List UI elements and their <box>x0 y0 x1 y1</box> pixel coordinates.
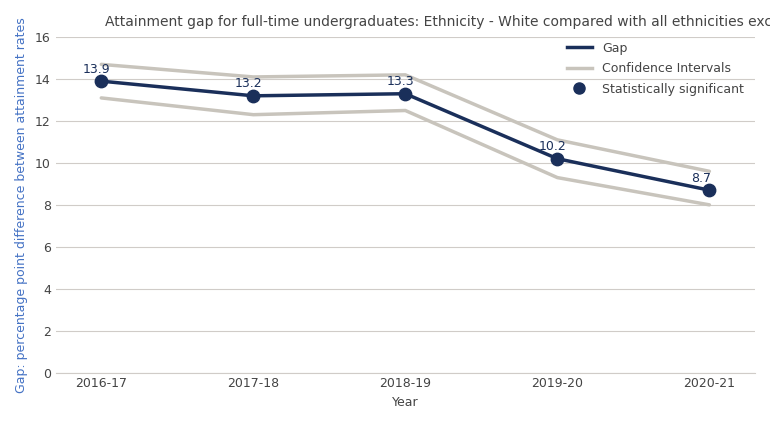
X-axis label: Year: Year <box>392 396 419 409</box>
Legend: Gap, Confidence Intervals, Statistically significant: Gap, Confidence Intervals, Statistically… <box>562 36 748 100</box>
Point <box>95 78 108 84</box>
Text: 13.2: 13.2 <box>235 78 263 90</box>
Point <box>399 90 411 97</box>
Point <box>247 92 259 99</box>
Text: 13.3: 13.3 <box>387 75 415 88</box>
Text: 8.7: 8.7 <box>691 172 711 185</box>
Text: 10.2: 10.2 <box>539 140 567 153</box>
Text: 13.9: 13.9 <box>83 63 111 76</box>
Text: Attainment gap for full-time undergraduates: Ethnicity - White compared with all: Attainment gap for full-time undergradua… <box>105 15 770 29</box>
Point <box>703 187 715 194</box>
Point <box>551 155 564 162</box>
Y-axis label: Gap: percentage point difference between attainment rates: Gap: percentage point difference between… <box>15 17 28 393</box>
